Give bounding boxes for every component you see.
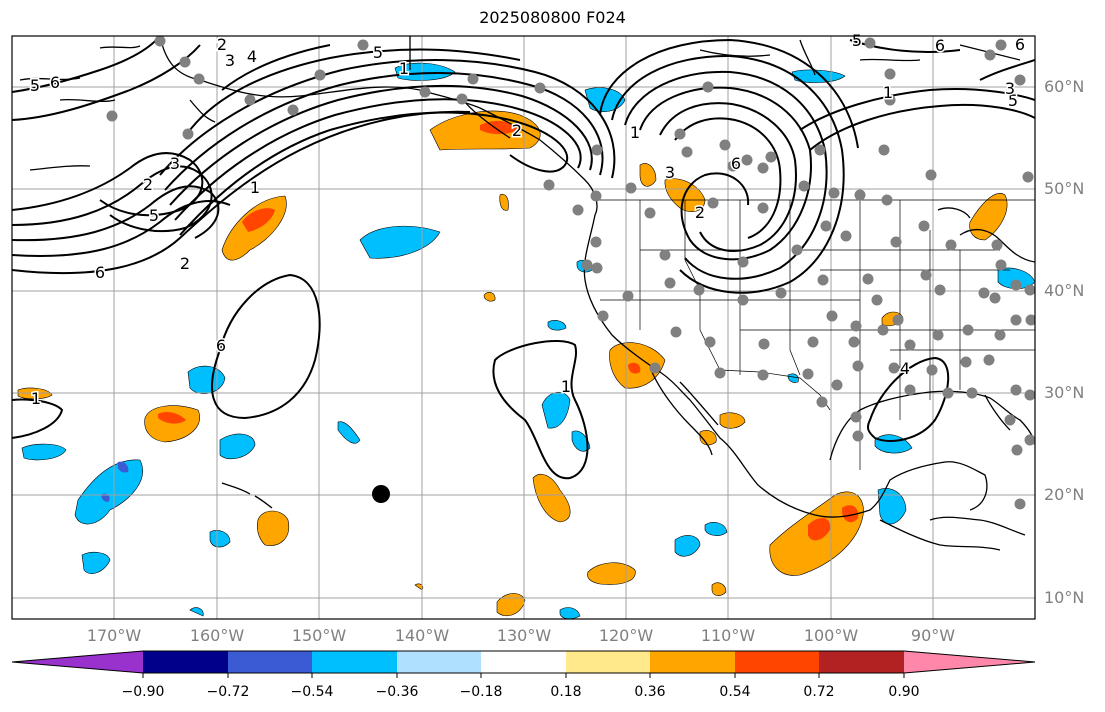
contour-label: 3 (665, 163, 675, 182)
contour-label: 4 (247, 47, 257, 66)
colorbar-extension-max (904, 651, 1035, 673)
colorbar-segment (481, 651, 566, 673)
positive-shading-red (158, 120, 859, 541)
contour-label: 5 (1008, 91, 1018, 110)
contour-label: 5 (149, 206, 159, 225)
contour-label: 5 (852, 31, 862, 50)
colorbar-segment (819, 651, 904, 673)
contour-label: 6 (935, 36, 945, 55)
colorbar-tick-label: −0.36 (375, 684, 419, 700)
contour-label: 1 (561, 377, 571, 396)
lon-label-120w: 120°W (598, 626, 654, 645)
lon-label-150w: 150°W (291, 626, 347, 645)
lon-label-110w: 110°W (700, 626, 756, 645)
contour-label: 2 (695, 203, 705, 222)
colorbar-segment (228, 651, 312, 673)
colorbar-tick-label: −0.90 (121, 684, 165, 700)
colorbar-segment (735, 651, 819, 673)
contour-label: 2 (512, 121, 522, 140)
contour-label: 2 (143, 175, 153, 194)
colorbar-tick-label: −0.18 (459, 684, 503, 700)
lat-label-60n: 60°N (1044, 77, 1085, 96)
colorbar-segment (143, 651, 228, 673)
contour-label: 2 (180, 254, 190, 273)
contour-label: 3 (225, 51, 235, 70)
contour-label: 1 (31, 389, 41, 408)
contour-label: 4 (900, 359, 910, 378)
contour-label: 6 (731, 154, 741, 173)
contour-label: 6 (95, 263, 105, 282)
colorbar-extension-min (12, 651, 143, 673)
station-dots (106, 36, 1035, 510)
colorbar-tick-label: 0.72 (803, 684, 835, 700)
lat-label-10n: 10°N (1044, 588, 1085, 607)
contours (12, 36, 1035, 480)
contour-label: 1 (250, 178, 260, 197)
lat-label-20n: 20°N (1044, 485, 1085, 504)
contour-label: 6 (1015, 35, 1025, 54)
lon-label-170w: 170°W (86, 626, 142, 645)
lat-label-40n: 40°N (1044, 281, 1085, 300)
contour-label: 3 (170, 154, 180, 173)
colorbar-tick-label: 0.36 (634, 684, 666, 700)
colorbar-tick-label: 0.90 (888, 684, 920, 700)
colorbar-tick-label: −0.54 (290, 684, 334, 700)
lon-label-160w: 160°W (189, 626, 245, 645)
lon-label-90w: 90°W (910, 626, 956, 645)
contour-label: 5 (373, 43, 383, 62)
negative-shading (21, 62, 1035, 619)
map-frame (11, 35, 1036, 620)
contour-label: 6 (216, 336, 226, 355)
center-marker (372, 485, 390, 503)
contour-label: 5 (30, 76, 40, 95)
contour-label: 1 (883, 83, 893, 102)
colorbar-segment (566, 651, 650, 673)
lon-label-140w: 140°W (394, 626, 450, 645)
colorbar-segment (397, 651, 481, 673)
contour-label: 1 (630, 123, 640, 142)
contour-label: 3 (1005, 79, 1015, 98)
contour-label: 1 (399, 59, 409, 78)
colorbar-tick-label: 0.18 (550, 684, 582, 700)
negative-shading-dark (101, 461, 129, 502)
colorbar-segment (650, 651, 735, 673)
contour-label: 2 (217, 35, 227, 54)
lon-label-100w: 100°W (803, 626, 859, 645)
figure-title: 2025080800 F024 (479, 8, 626, 27)
colorbar-tick-label: −0.72 (206, 684, 250, 700)
coastlines (19, 36, 1035, 551)
contour-label: 6 (50, 73, 60, 92)
colorbar (11, 650, 1036, 678)
lat-label-30n: 30°N (1044, 383, 1085, 402)
colorbar-segment (312, 651, 397, 673)
lat-label-50n: 50°N (1044, 179, 1085, 198)
colorbar-tick-label: 0.54 (719, 684, 751, 700)
lon-label-130w: 130°W (496, 626, 552, 645)
